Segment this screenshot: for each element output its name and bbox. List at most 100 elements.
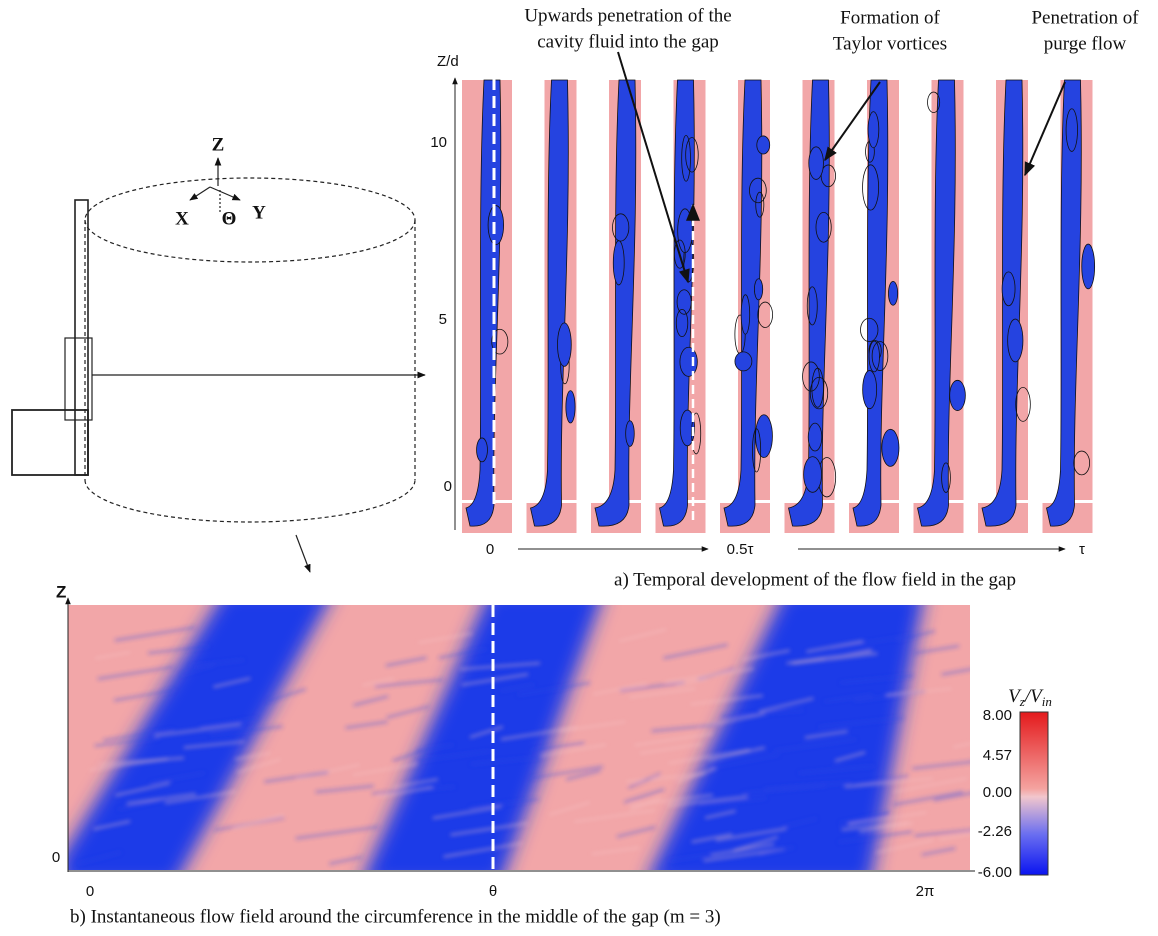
tick-label: θ — [489, 883, 497, 900]
vortex — [625, 420, 635, 447]
vortex — [867, 111, 880, 149]
streak — [98, 757, 185, 766]
streak — [117, 797, 170, 811]
streak — [759, 846, 795, 856]
streak — [148, 645, 210, 655]
tick-label: 0 — [52, 849, 60, 866]
streak — [798, 765, 874, 775]
streak — [885, 687, 953, 696]
streak — [847, 811, 927, 826]
streak — [792, 652, 878, 665]
vortex — [491, 328, 509, 355]
vortex — [802, 361, 820, 392]
streak — [183, 740, 245, 749]
streak — [264, 771, 329, 783]
streak — [530, 742, 585, 752]
streak — [838, 830, 913, 844]
streak — [952, 742, 970, 749]
streak — [460, 662, 541, 671]
streak — [858, 822, 914, 833]
vortex — [862, 164, 880, 211]
streak — [711, 843, 775, 856]
vortex — [941, 462, 951, 493]
streak — [189, 658, 245, 668]
flow-strip — [978, 79, 1031, 533]
streak — [663, 643, 728, 660]
axis-label: Z — [56, 582, 66, 601]
streak — [210, 725, 283, 736]
vortex — [677, 208, 693, 254]
vortex — [809, 376, 829, 410]
streak — [634, 732, 714, 747]
axis-label: Y — [252, 202, 266, 223]
streak — [329, 856, 362, 865]
streak — [517, 681, 591, 697]
streak — [668, 748, 751, 765]
streak — [180, 664, 215, 676]
streak — [743, 784, 826, 795]
streak — [700, 797, 767, 807]
streak — [591, 846, 640, 855]
streak — [443, 842, 523, 858]
strip-group — [462, 79, 1096, 533]
streak — [616, 826, 656, 838]
flow-strip — [591, 79, 641, 533]
streak — [834, 751, 866, 762]
streak — [374, 678, 444, 688]
streak — [708, 746, 766, 762]
streak — [345, 720, 388, 729]
streak — [933, 792, 970, 802]
vortex — [881, 428, 900, 467]
colorbar-label: 0.00 — [983, 784, 1012, 801]
streak — [675, 767, 716, 784]
vortex — [756, 135, 771, 155]
streak — [94, 651, 131, 660]
blue-band — [465, 79, 502, 527]
vortex — [868, 340, 880, 373]
streak — [236, 758, 281, 774]
streak — [78, 851, 122, 865]
vortex — [806, 286, 818, 326]
vortex — [1015, 386, 1031, 422]
streak — [470, 756, 541, 766]
colorbar-label: 8.00 — [983, 707, 1012, 724]
streak — [783, 817, 817, 828]
streak — [764, 781, 852, 790]
streak — [709, 753, 780, 769]
vortex — [673, 239, 686, 269]
streak — [573, 809, 656, 823]
streak — [841, 821, 909, 831]
colorbar-label: 4.57 — [983, 747, 1012, 764]
streak — [415, 749, 491, 763]
vortex — [757, 301, 773, 328]
streak — [896, 630, 935, 642]
streak — [742, 649, 790, 661]
streak — [941, 668, 970, 676]
blue-band — [788, 79, 830, 527]
axis-label: X — [175, 208, 189, 229]
streak — [715, 827, 787, 842]
vortex — [755, 191, 765, 218]
streak — [651, 723, 720, 733]
streak — [361, 677, 395, 687]
streak — [352, 762, 418, 777]
streak — [854, 775, 909, 786]
streak — [914, 829, 970, 837]
streak — [386, 705, 430, 719]
vortex — [1001, 271, 1016, 307]
tick-label: 0 — [86, 883, 94, 900]
tick-label: 0 — [444, 478, 452, 495]
streak — [531, 765, 603, 780]
streak — [844, 777, 934, 788]
vortex — [1007, 318, 1024, 363]
tick-label: 10 — [430, 134, 447, 151]
streak — [126, 793, 196, 805]
streak — [200, 717, 258, 728]
axis-label: Θ — [222, 208, 237, 229]
streak — [154, 723, 242, 737]
streak — [676, 677, 708, 687]
streak — [392, 749, 424, 762]
streak — [818, 716, 904, 728]
streak — [461, 673, 529, 686]
streak — [914, 644, 960, 655]
